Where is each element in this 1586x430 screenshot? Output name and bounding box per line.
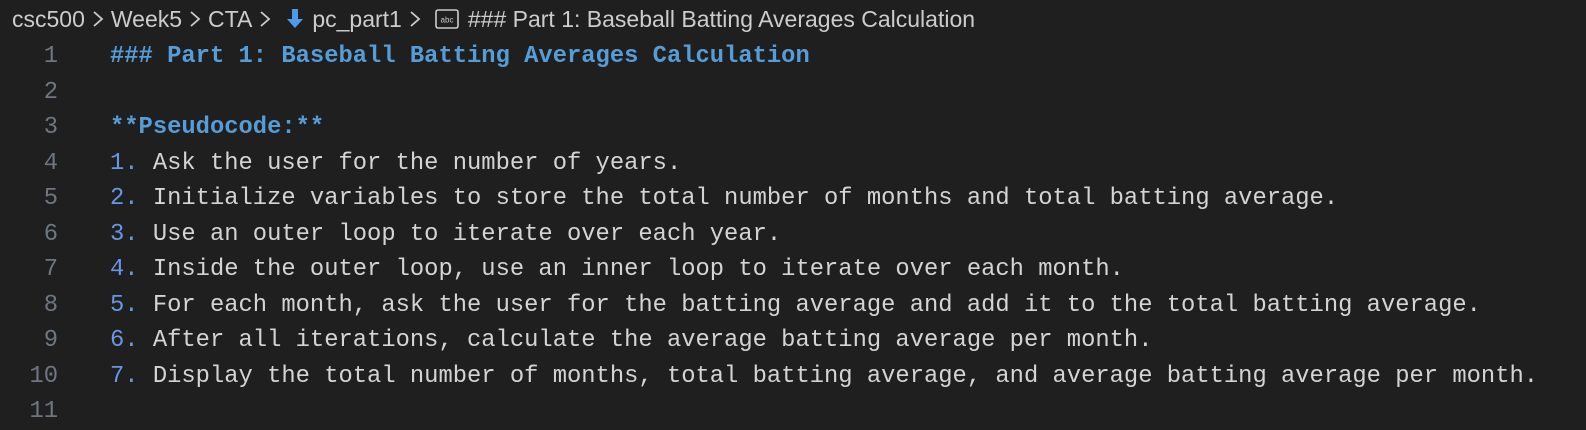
code-line[interactable]: 6 3. Use an outer loop to iterate over ea… xyxy=(0,217,1586,253)
chevron xyxy=(260,11,271,27)
token: 2. xyxy=(110,185,139,212)
svg-text:abc: abc xyxy=(440,16,453,25)
crumb[interactable]: pc_part1 xyxy=(312,5,402,32)
token: ### Part 1: Baseball Batting Averages Ca… xyxy=(110,43,810,70)
code-line[interactable]: 5 2. Initialize variables to store the to… xyxy=(0,181,1586,217)
token: **Pseudocode:** xyxy=(110,114,325,141)
line-content: 7. Display the total number of months, t… xyxy=(110,359,1538,395)
token: After all iterations, calculate the aver… xyxy=(138,327,1153,354)
line-number: 3 xyxy=(43,114,58,141)
line-number: 6 xyxy=(43,220,58,248)
code-area: 1 ### Part 1: Baseball Batting Averages C… xyxy=(0,39,1586,430)
line-number: 11 xyxy=(29,398,58,425)
notebook-icon xyxy=(287,9,304,28)
code-line[interactable]: 7 4. Inside the outer loop, use an inner … xyxy=(0,252,1586,288)
code-line[interactable]: 11 xyxy=(0,394,1586,430)
line-number: 4 xyxy=(43,149,58,177)
token: Display the total number of months, tota… xyxy=(138,362,1539,390)
chevron xyxy=(190,11,201,27)
editor-window: csc500 Week5 CTA pc_part1 abc ### Part 1… xyxy=(12,0,1539,425)
code-line[interactable]: 8 5. For each month, ask the user for the… xyxy=(0,288,1586,324)
line-content: 3. Use an outer loop to iterate over eac… xyxy=(110,217,781,253)
crumb[interactable]: ### Part 1: Baseball Batting Averages Ca… xyxy=(467,5,976,32)
crumb[interactable]: CTA xyxy=(208,5,253,32)
token: Use an outer loop to iterate over each y… xyxy=(138,220,782,248)
markdown-cell-icon: abc xyxy=(435,9,459,29)
code-line[interactable]: 1 ### Part 1: Baseball Batting Averages C… xyxy=(0,39,1586,75)
code-line[interactable]: 3 **Pseudocode:** xyxy=(0,110,1586,146)
line-number: 5 xyxy=(43,185,58,212)
line-number: 8 xyxy=(43,291,58,319)
crumb[interactable]: Week5 xyxy=(110,5,183,32)
code-line[interactable]: 2 xyxy=(0,75,1586,111)
line-content: 5. For each month, ask the user for the … xyxy=(110,288,1481,324)
line-number: 9 xyxy=(43,327,58,354)
token: Ask the user for the number of years. xyxy=(138,149,682,177)
line-content: 1. Ask the user for the number of years. xyxy=(110,146,681,182)
token: 3. xyxy=(110,220,139,248)
token: 6. xyxy=(110,327,139,354)
token: Inside the outer loop, use an inner loop… xyxy=(138,256,1124,283)
token: 5. xyxy=(110,291,139,319)
line-content: 6. After all iterations, calculate the a… xyxy=(110,323,1152,359)
line-content: ### Part 1: Baseball Batting Averages Ca… xyxy=(110,39,810,75)
line-number: 7 xyxy=(43,256,58,283)
line-content: 4. Inside the outer loop, use an inner l… xyxy=(110,252,1124,288)
code-line[interactable]: 10 7. Display the total number of months,… xyxy=(0,359,1586,395)
breadcrumb: csc500 Week5 CTA pc_part1 abc ### Part 1… xyxy=(12,0,975,38)
token: For each month, ask the user for the bat… xyxy=(138,291,1481,319)
token: 4. xyxy=(110,256,139,283)
chevron xyxy=(93,11,104,27)
code-line[interactable]: 9 6. After all iterations, calculate the … xyxy=(0,323,1586,359)
line-number: 10 xyxy=(29,362,58,390)
line-number: 1 xyxy=(43,43,58,70)
line-content: **Pseudocode:** xyxy=(110,110,324,146)
line-content: 2. Initialize variables to store the tot… xyxy=(110,181,1338,217)
crumb[interactable]: csc500 xyxy=(12,5,85,32)
token: 7. xyxy=(110,362,139,390)
line-number: 2 xyxy=(43,78,58,106)
token: Initialize variables to store the total … xyxy=(138,185,1339,212)
token: 1. xyxy=(110,149,139,177)
chevron xyxy=(410,11,421,27)
code-line[interactable]: 4 1. Ask the user for the number of years… xyxy=(0,146,1586,182)
